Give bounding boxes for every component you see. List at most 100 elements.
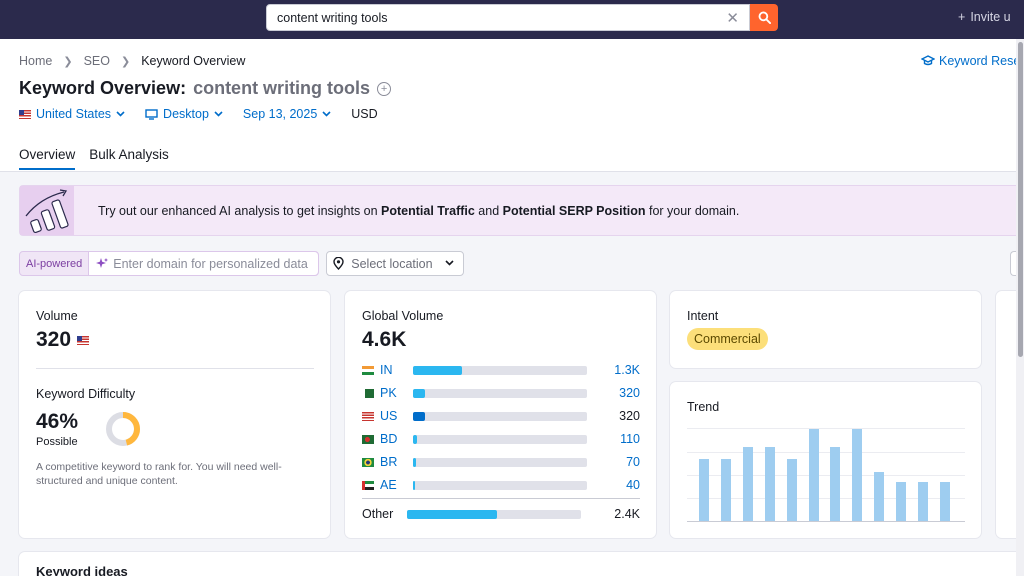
country-bar-track <box>413 388 587 398</box>
country-bar-fill <box>413 434 418 444</box>
country-select[interactable]: United States <box>19 107 125 121</box>
us-flag-icon <box>19 109 31 119</box>
invite-button[interactable]: + Invite u <box>958 10 1011 24</box>
search-input[interactable] <box>277 11 717 25</box>
kd-donut <box>106 412 140 446</box>
banner-bold-serp: Potential SERP Position <box>502 204 646 218</box>
tab-bulk-analysis[interactable]: Bulk Analysis <box>89 147 169 162</box>
desktop-icon <box>145 108 158 120</box>
bd-flag-icon <box>362 434 374 444</box>
other-bar-track <box>407 509 581 519</box>
country-bar-fill <box>413 365 462 375</box>
country-bar-fill <box>413 411 426 421</box>
breadcrumb-seo[interactable]: SEO <box>83 54 110 68</box>
country-bar-fill <box>413 480 416 490</box>
search-button[interactable] <box>750 4 778 31</box>
br-flag-icon <box>362 457 374 467</box>
country-code[interactable]: BD <box>380 432 398 446</box>
page-title: Keyword Overview: content writing tools … <box>19 78 392 99</box>
chevron-down-icon <box>322 111 331 117</box>
close-icon[interactable]: ✕ <box>726 10 739 27</box>
title-prefix: Keyword Overview: <box>19 78 187 98</box>
country-volume[interactable]: 1.3K <box>614 363 640 377</box>
country-code[interactable]: AE <box>380 478 397 492</box>
country-bar-track <box>413 365 587 375</box>
country-code[interactable]: US <box>380 409 398 423</box>
page-scrollbar[interactable] <box>1016 39 1024 576</box>
other-value: 2.4K <box>614 507 640 521</box>
trend-bar <box>699 459 709 521</box>
trend-bar <box>720 459 731 521</box>
chevron-right-icon: ❯ <box>120 55 131 68</box>
country-bar-track <box>413 480 587 490</box>
trend-bar <box>764 447 775 521</box>
intent-label: Intent <box>687 309 719 323</box>
trend-chart <box>687 428 965 522</box>
ai-input-wrapper[interactable] <box>88 252 319 275</box>
trend-bar <box>808 429 819 521</box>
volume-value: 320 <box>36 328 94 352</box>
domain-input[interactable] <box>113 256 314 271</box>
trend-bar <box>852 429 863 521</box>
country-code[interactable]: PK <box>380 386 397 400</box>
trend-bar <box>896 482 907 521</box>
country-code[interactable]: IN <box>380 363 393 377</box>
add-circle-icon[interactable]: + <box>377 81 392 96</box>
device-label: Desktop <box>163 107 209 121</box>
banner-bold-traffic: Potential Traffic <box>381 204 475 218</box>
location-select[interactable]: Select location <box>326 251 465 276</box>
global-volume-row: AE 40 <box>362 478 640 492</box>
date-select[interactable]: Sep 13, 2025 <box>243 107 331 121</box>
title-keyword: content writing tools <box>193 78 371 98</box>
keyword-research-label: Keyword Rese <box>939 54 1021 68</box>
search-box[interactable]: ✕ <box>266 4 750 31</box>
volume-card: Volume 320 Keyword Difficulty 46% Possib… <box>19 291 330 538</box>
trend-bar <box>830 447 841 521</box>
country-volume[interactable]: 70 <box>626 455 640 469</box>
graduation-cap-icon <box>921 55 935 66</box>
country-volume[interactable]: 110 <box>620 432 640 446</box>
country-bar-fill <box>413 388 426 398</box>
country-code[interactable]: BR <box>380 455 398 469</box>
keyword-ideas-title: Keyword ideas <box>36 564 128 576</box>
kd-donut-arc <box>106 412 140 446</box>
global-volume-row: US 320 <box>362 409 640 423</box>
trend-card: Trend <box>670 382 981 538</box>
other-label: Other <box>362 507 394 521</box>
breadcrumb-current: Keyword Overview <box>141 54 246 68</box>
volume-number: 320 <box>36 328 72 351</box>
filters-bar: United States Desktop Sep 13, 2025 USD <box>19 107 378 121</box>
location-pin-icon <box>333 257 344 270</box>
country-bar-fill <box>413 457 416 467</box>
breadcrumb-home[interactable]: Home <box>19 54 53 68</box>
chevron-down-icon <box>116 111 125 117</box>
ae-flag-icon <box>362 480 374 490</box>
page-header: Home ❯ SEO ❯ Keyword Overview Keyword Re… <box>0 39 1024 172</box>
location-placeholder: Select location <box>351 256 433 271</box>
country-label: United States <box>36 107 112 121</box>
country-volume[interactable]: 40 <box>626 478 640 492</box>
ai-controls: AI-powered Select location <box>19 251 465 276</box>
country-bar-track <box>413 457 587 467</box>
kd-description: A competitive keyword to rank for. You w… <box>36 461 282 487</box>
scrollbar-thumb[interactable] <box>1018 42 1023 357</box>
country-bar-track <box>413 411 587 421</box>
tab-overview[interactable]: Overview <box>19 147 76 170</box>
device-select[interactable]: Desktop <box>145 107 223 121</box>
country-volume: 320 <box>619 409 640 423</box>
keyword-research-link[interactable]: Keyword Rese <box>921 54 1020 68</box>
plus-icon: + <box>958 10 966 24</box>
trend-bar <box>918 482 928 521</box>
global-volume-row: IN 1.3K <box>362 363 640 377</box>
ai-domain-group: AI-powered <box>19 251 320 276</box>
other-bar-fill <box>407 509 498 519</box>
tabs: Overview Bulk Analysis <box>19 147 183 170</box>
global-volume-other-row: Other 2.4K <box>362 507 640 521</box>
trend-bar <box>939 482 950 521</box>
global-volume-card: Global Volume 4.6K IN 1.3K PK 320 US 320 BD 110… <box>345 291 656 538</box>
in-flag-icon <box>362 365 374 375</box>
country-volume[interactable]: 320 <box>619 386 640 400</box>
invite-label: Invite u <box>970 10 1011 24</box>
chevron-down-icon <box>445 260 454 266</box>
us-flag-icon <box>362 411 374 421</box>
